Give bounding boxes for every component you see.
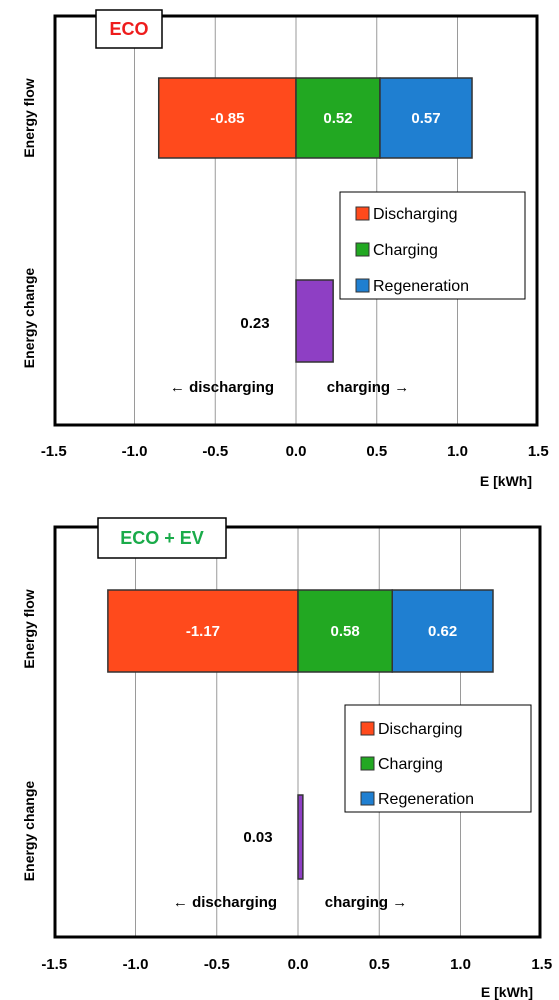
x-tick-label: -0.5 xyxy=(202,443,228,460)
legend-entry-regeneration: Regeneration xyxy=(373,278,469,295)
legend-box xyxy=(339,191,526,300)
data-label-energy-change: 0.23 xyxy=(240,315,269,332)
x-tick-label: 1.5 xyxy=(531,956,552,973)
x-tick-label: -1.5 xyxy=(41,956,67,973)
plot-frame xyxy=(53,525,542,939)
chart-eco: -0.85 0.52 0.57 0.23 ← discharging charging →… xyxy=(21,9,549,489)
x-tick-label: 0.5 xyxy=(366,443,387,460)
chart-title: ECO + EV xyxy=(120,528,204,548)
annotation-discharging: ← discharging xyxy=(173,894,277,911)
bar-energy-flow-charging xyxy=(295,77,381,159)
y-category-label-energy-change: Energy change xyxy=(21,781,37,882)
y-category-label-energy-flow: Energy flow xyxy=(21,589,37,668)
data-label-discharging: -1.17 xyxy=(186,623,220,640)
legend-box xyxy=(344,704,532,813)
data-label-energy-change: 0.03 xyxy=(243,829,272,846)
bar-energy-change xyxy=(295,279,334,363)
x-tick-label: -1.0 xyxy=(123,956,149,973)
x-tick-label: 1.0 xyxy=(447,443,468,460)
legend-swatch-regeneration xyxy=(355,278,370,293)
bar-energy-flow-discharging xyxy=(157,77,297,159)
legend-entry-discharging: Discharging xyxy=(373,206,457,223)
legend-entry-regeneration: Regeneration xyxy=(378,791,474,808)
legend-swatch-charging xyxy=(355,242,370,257)
legend-swatch-discharging xyxy=(360,721,375,736)
data-label-charging: 0.52 xyxy=(323,110,352,127)
annotation-charging: charging → xyxy=(325,894,408,911)
bar-energy-flow-regeneration xyxy=(391,589,494,673)
x-axis-label: E [kWh] xyxy=(480,473,532,489)
chart-eco-ev: -1.17 0.58 0.62 0.03 ← discharging charging →… xyxy=(21,517,552,1000)
x-tick-label: 1.0 xyxy=(450,956,471,973)
chart-title: ECO xyxy=(109,19,148,39)
legend-entry-discharging: Discharging xyxy=(378,721,462,738)
x-tick-label: -1.0 xyxy=(122,443,148,460)
x-tick-label: 1.5 xyxy=(528,443,549,460)
annotation-discharging: ← discharging xyxy=(170,379,274,396)
plot-frame xyxy=(53,14,539,427)
bar-energy-change xyxy=(297,794,304,880)
y-category-label-energy-flow: Energy flow xyxy=(21,78,37,157)
legend-swatch-regeneration xyxy=(360,791,375,806)
bar-energy-flow-charging xyxy=(297,589,393,673)
legend-entry-charging: Charging xyxy=(378,756,443,773)
x-tick-label: -1.5 xyxy=(41,443,67,460)
legend-swatch-discharging xyxy=(355,206,370,221)
chart-title-box xyxy=(95,9,163,49)
legend-entry-charging: Charging xyxy=(373,242,438,259)
x-tick-label: -0.5 xyxy=(204,956,230,973)
y-category-label-energy-change: Energy change xyxy=(21,268,37,369)
x-axis-label: E [kWh] xyxy=(481,984,533,1000)
x-tick-label: 0.0 xyxy=(288,956,309,973)
data-label-discharging: -0.85 xyxy=(210,110,244,127)
x-tick-label: 0.0 xyxy=(286,443,307,460)
annotation-charging: charging → xyxy=(327,379,410,396)
chart-title-box xyxy=(97,517,227,559)
x-tick-label: 0.5 xyxy=(369,956,390,973)
legend-swatch-charging xyxy=(360,756,375,771)
data-label-charging: 0.58 xyxy=(331,623,360,640)
data-label-regeneration: 0.62 xyxy=(428,623,457,640)
bar-energy-flow-regeneration xyxy=(379,77,473,159)
data-label-regeneration: 0.57 xyxy=(411,110,440,127)
